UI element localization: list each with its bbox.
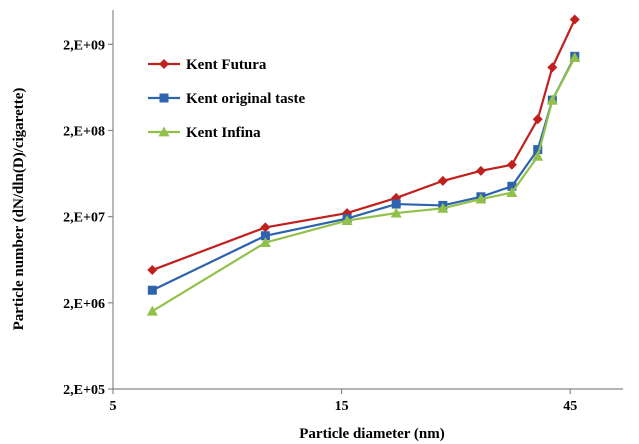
y-tick-label: 2,E+09 xyxy=(63,38,105,53)
y-axis-title: Particle number (dN/dln(D)/cigarette) xyxy=(11,88,27,331)
legend-swatch-marker xyxy=(159,93,169,103)
legend-swatch-marker xyxy=(159,59,169,69)
data-point xyxy=(147,285,157,295)
data-point xyxy=(259,237,271,247)
legend-swatch-marker xyxy=(158,126,170,137)
data-point xyxy=(147,265,158,276)
legend: Kent Futura Kent original taste Kent Infin… xyxy=(148,57,305,141)
data-point xyxy=(391,199,401,209)
data-point xyxy=(546,94,558,105)
legend-label: Kent Infina xyxy=(186,125,261,141)
axes xyxy=(112,10,623,390)
legend-item: Kent Infina xyxy=(148,125,261,141)
series-line xyxy=(151,19,576,272)
data-point xyxy=(507,181,517,191)
data-point xyxy=(547,62,558,73)
data-point xyxy=(532,114,543,125)
series-kent-original-taste xyxy=(147,51,580,295)
y-tick-label: 2,E+05 xyxy=(63,383,105,398)
legend-label: Kent Futura xyxy=(186,57,267,73)
data-point xyxy=(260,231,270,241)
series-line xyxy=(151,57,576,313)
data-point xyxy=(532,150,544,161)
data-point xyxy=(341,215,353,225)
legend-label: Kent original taste xyxy=(186,91,305,107)
x-tick-label: 45 xyxy=(563,399,577,414)
data-point xyxy=(569,52,581,63)
data-point xyxy=(569,14,580,25)
data-point xyxy=(437,175,448,186)
series-kent-infina xyxy=(146,52,581,316)
data-point xyxy=(437,202,449,213)
series-layer xyxy=(146,14,581,316)
series-kent-futura xyxy=(147,14,580,276)
y-axis-ticks: 2,E+05 2,E+06 2,E+07 2,E+08 2,E+09 xyxy=(63,38,113,398)
data-point xyxy=(475,165,486,176)
data-point xyxy=(533,145,543,155)
x-axis-title: Particle diameter (nm) xyxy=(299,426,445,442)
y-tick-label: 2,E+06 xyxy=(63,297,105,312)
y-tick-label: 2,E+08 xyxy=(63,124,105,139)
data-point xyxy=(506,159,517,170)
legend-item: Kent Futura xyxy=(148,57,267,73)
data-point xyxy=(506,187,518,198)
y-tick-label: 2,E+07 xyxy=(63,211,105,226)
x-tick-label: 5 xyxy=(110,399,117,414)
data-point xyxy=(146,305,158,316)
data-point xyxy=(260,222,271,233)
data-point xyxy=(390,207,402,218)
data-point xyxy=(475,193,487,204)
x-axis-ticks: 5 15 45 xyxy=(110,389,577,414)
legend-item: Kent original taste xyxy=(148,91,305,107)
x-tick-label: 15 xyxy=(335,399,349,414)
